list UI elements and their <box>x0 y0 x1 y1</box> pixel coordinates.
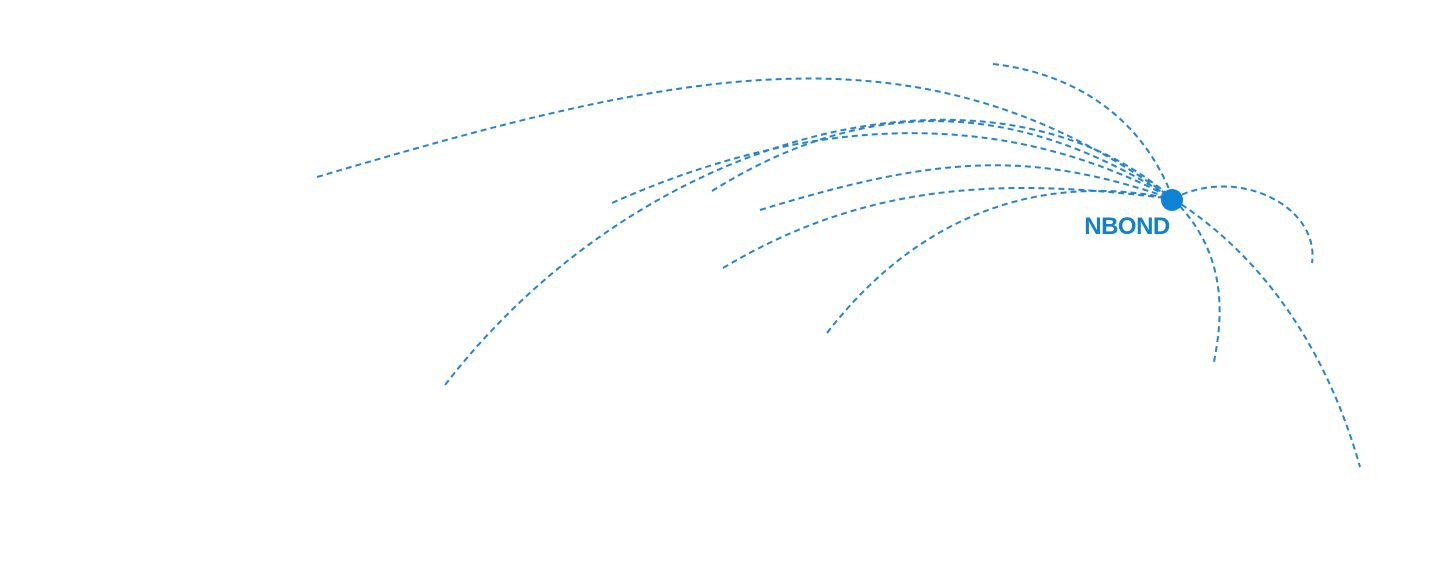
nbond-node[interactable] <box>1161 189 1183 211</box>
edge-bottom-left-swoop <box>444 118 1174 386</box>
edge-group <box>316 63 1361 468</box>
edge-far-left-arc <box>316 77 1174 200</box>
edge-right-hook <box>1172 185 1314 264</box>
edge-top-steep <box>992 63 1174 200</box>
edge-mid-left-b <box>711 120 1174 200</box>
edge-mid-left-a <box>611 132 1174 204</box>
edge-mid-low-flat <box>722 186 1174 269</box>
edge-lower-mid <box>826 189 1174 334</box>
edge-down-long <box>1172 198 1361 468</box>
edge-down-short <box>1172 198 1221 363</box>
nbond-node-label: NBOND <box>1084 213 1170 240</box>
edge-mid-hump <box>759 164 1174 211</box>
